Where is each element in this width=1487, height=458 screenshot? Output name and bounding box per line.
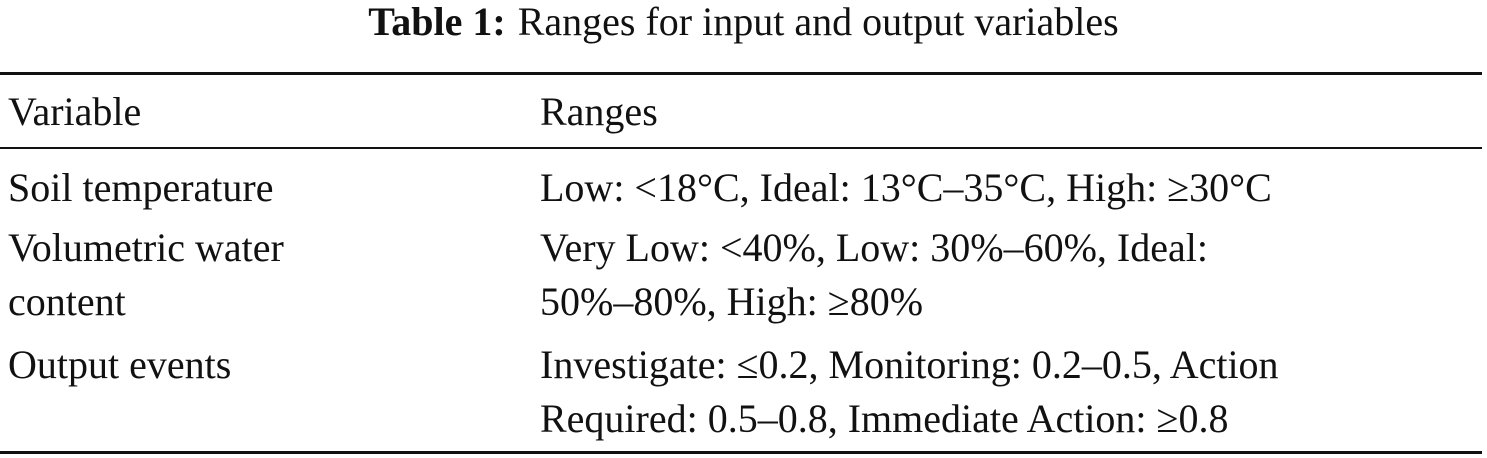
caption-label: Table 1: <box>368 0 506 44</box>
header-rule <box>0 147 1482 149</box>
header-cell: Variable <box>8 89 142 134</box>
cell-line: 50%–80%, High: ≥80% <box>540 279 924 324</box>
cell-line: Investigate: ≤0.2, Monitoring: 0.2–0.5, … <box>540 342 1279 387</box>
table-caption: Table 1: Ranges for input and output vari… <box>0 0 1487 44</box>
cell-line: Low: <18°C, Ideal: 13°C–35°C, High: ≥30°… <box>540 165 1272 210</box>
cell-line: content <box>8 279 126 324</box>
top-rule <box>0 72 1482 75</box>
cell-line: Output events <box>8 342 232 387</box>
cell-line: Volumetric water <box>8 225 284 270</box>
header-cell: Ranges <box>540 89 658 134</box>
cell-line: Required: 0.5–0.8, Immediate Action: ≥0.… <box>540 396 1229 441</box>
cell-line: Soil temperature <box>8 165 274 210</box>
bottom-rule <box>0 451 1482 454</box>
caption-text: Ranges for input and output variables <box>517 0 1119 44</box>
cell-line: Very Low: <40%, Low: 30%–60%, Ideal: <box>540 225 1208 270</box>
